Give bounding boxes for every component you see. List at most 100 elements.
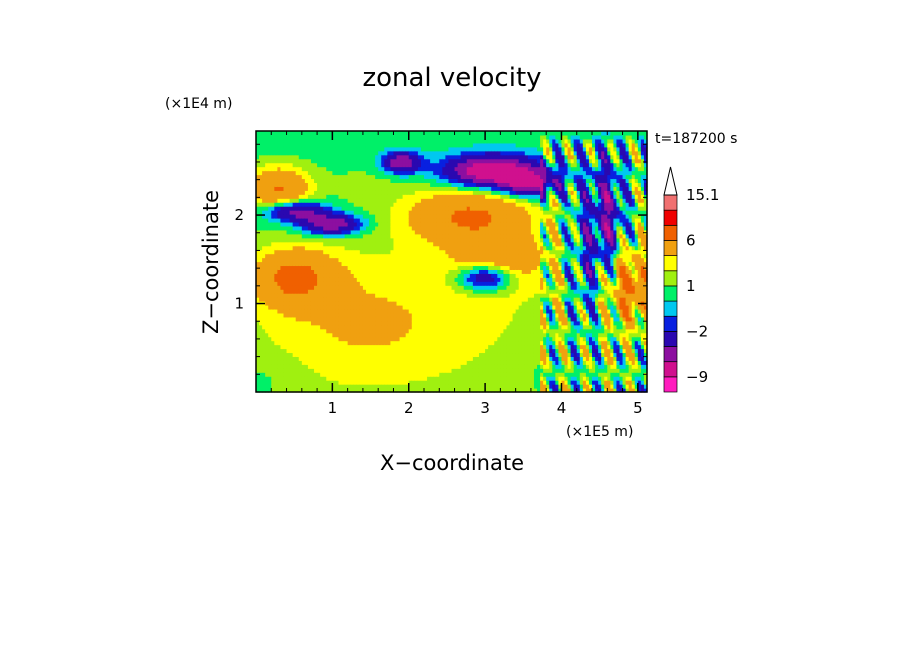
field-cell [323,289,327,294]
x-axis-title: X−coordinate [380,451,524,475]
field-cell [256,324,260,330]
field-cell [298,253,303,259]
field-cell [289,229,294,235]
field-cell [280,237,285,243]
field-cell [295,388,300,393]
field-cell [277,190,282,195]
field-cell [304,324,309,330]
field-cell [356,245,361,251]
field-cell [335,225,340,231]
field-cell [350,194,355,199]
field-cell [320,214,324,219]
field-cell [304,206,309,211]
field-cell [353,265,358,270]
field-cell [338,229,343,235]
field-cell [271,360,275,365]
field-cell [295,273,300,278]
field-cell [338,134,343,140]
field-cell [310,202,315,207]
field-cell [335,336,340,342]
field-cell [268,332,272,338]
field-cell [314,320,318,326]
field-cell [292,344,297,350]
field-cell [289,301,294,306]
field-cell [335,376,340,381]
field-cell [359,229,364,235]
field-cell [271,253,275,259]
field-cell [265,253,269,259]
field-cell [338,305,343,310]
field-cell [262,293,266,298]
field-cell [317,182,321,187]
field-cell [335,241,340,247]
field-cell [262,134,266,140]
field-cell [283,241,288,247]
field-cell [286,194,291,199]
field-cell [301,245,306,251]
field-cell [271,364,275,369]
field-cell [301,142,306,148]
field-cell [353,305,358,310]
field-cell [335,166,340,172]
field-cell [271,293,275,298]
field-cell [301,131,306,136]
field-cell [274,364,278,369]
field-cell [353,253,358,259]
field-cell [259,340,263,346]
field-cell [356,142,361,148]
field-cell [262,305,266,310]
field-cell [298,229,303,235]
field-cell [310,245,315,251]
field-cell [341,146,346,152]
field-cell [353,388,358,393]
field-cell [341,202,346,207]
field-cell [350,320,355,326]
field-cell [298,154,303,160]
field-cell [277,277,282,282]
field-cell [283,289,288,294]
field-cell [262,190,266,195]
field-cell [292,348,297,354]
field-cell [329,237,333,243]
field-cell [310,131,315,136]
field-cell [310,384,315,389]
field-cell [359,154,364,160]
field-cell [347,305,352,310]
field-cell [332,352,337,357]
field-cell [350,186,355,191]
field-cell [344,206,349,211]
field-cell [289,384,294,389]
field-cell [310,142,315,148]
field-cell [335,186,340,191]
field-cell [314,324,318,330]
field-cell [362,190,367,195]
field-cell [301,237,306,243]
field-cell [350,312,355,318]
field-cell [338,380,343,385]
field-cell [323,265,327,270]
field-cell [353,225,358,231]
field-cell [320,308,324,314]
field-cell [332,233,337,239]
field-cell [314,368,318,373]
field-cell [356,198,361,203]
field-cell [338,372,343,377]
field-cell [317,316,321,322]
field-cell [280,328,285,334]
field-cell [314,142,318,148]
field-cell [326,281,330,286]
field-cell [307,364,312,369]
field-cell [359,332,364,338]
field-cell [274,131,278,136]
field-cell [280,150,285,156]
field-cell [280,229,285,235]
field-cell [289,340,294,346]
field-cell [280,253,285,259]
field-cell [259,131,263,136]
field-cell [292,210,297,215]
field-cell [326,376,330,381]
field-cell [286,312,291,318]
field-cell [362,186,367,191]
field-cell [353,202,358,207]
